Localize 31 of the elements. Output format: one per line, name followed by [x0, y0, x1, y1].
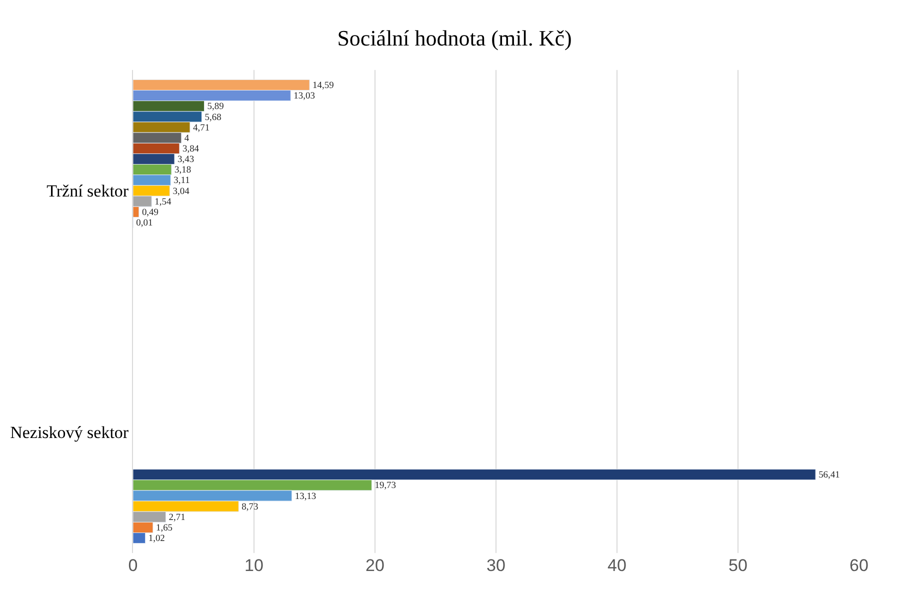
data-label: 3,84 — [182, 144, 200, 154]
data-label: 3,11 — [174, 176, 190, 186]
x-tick-label: 30 — [486, 556, 506, 575]
y-tick-label: Neziskový sektor — [10, 423, 129, 442]
data-label: 4,71 — [193, 123, 210, 134]
data-label: 4 — [184, 134, 190, 144]
x-tick-label: 50 — [728, 556, 748, 575]
x-tick-label: 40 — [608, 556, 626, 575]
data-label: 13,03 — [294, 92, 316, 102]
y-tick-label: Tržní sektor — [46, 182, 129, 201]
x-tick-label: 60 — [850, 556, 868, 575]
data-label: 0,49 — [142, 208, 159, 218]
data-label: 0,01 — [136, 218, 153, 229]
data-label: 1,54 — [154, 197, 172, 208]
x-tick-label: 10 — [244, 556, 264, 575]
data-label: 2,71 — [168, 512, 186, 523]
data-label: 14,59 — [312, 81, 334, 92]
chart-title: Sociální hodnota (mil. Kč) — [337, 26, 572, 51]
x-tick-label: 20 — [366, 556, 384, 575]
data-label: 8,73 — [242, 502, 258, 512]
data-label: 5,89 — [207, 102, 224, 112]
data-label: 3,18 — [174, 166, 192, 176]
data-label: 5,68 — [204, 112, 222, 123]
data-label: 13,13 — [294, 492, 316, 502]
data-label: 19,73 — [374, 481, 396, 492]
data-label: 1,02 — [148, 534, 166, 544]
data-label: 3,43 — [178, 155, 194, 166]
data-label: 1,65 — [156, 524, 173, 534]
x-tick-label: 0 — [128, 556, 138, 575]
data-label: 56,41 — [818, 470, 840, 481]
data-label: 3,04 — [172, 186, 190, 197]
